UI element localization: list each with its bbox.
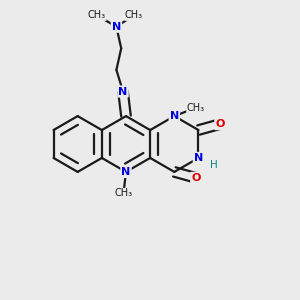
Text: N: N (194, 153, 203, 163)
Text: CH₃: CH₃ (125, 10, 143, 20)
Text: CH₃: CH₃ (88, 10, 106, 20)
Text: N: N (170, 111, 179, 121)
Text: N: N (118, 86, 127, 97)
Text: N: N (122, 167, 130, 177)
Text: CH₃: CH₃ (115, 188, 133, 199)
Text: N: N (112, 22, 121, 32)
Text: CH₃: CH₃ (187, 103, 205, 113)
Text: O: O (215, 119, 225, 129)
Text: H: H (210, 160, 218, 170)
Text: O: O (191, 173, 201, 183)
